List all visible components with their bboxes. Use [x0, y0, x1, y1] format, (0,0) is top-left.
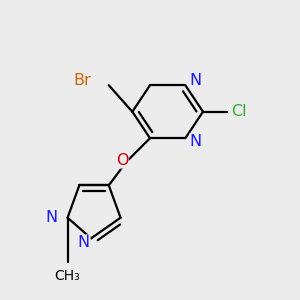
Text: CH₃: CH₃ [55, 269, 80, 283]
Text: N: N [45, 210, 57, 225]
Text: N: N [190, 134, 202, 149]
Text: Cl: Cl [231, 104, 247, 119]
Text: N: N [190, 73, 202, 88]
Text: N: N [78, 235, 90, 250]
Text: Br: Br [74, 73, 91, 88]
Text: O: O [116, 153, 128, 168]
